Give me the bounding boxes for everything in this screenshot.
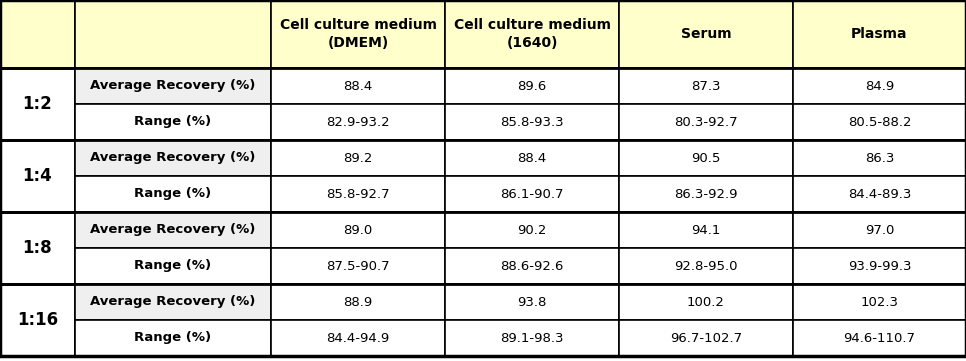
Bar xyxy=(619,68,793,104)
Text: 80.3-92.7: 80.3-92.7 xyxy=(674,116,738,129)
Text: 1:8: 1:8 xyxy=(22,239,52,257)
Bar xyxy=(445,284,619,320)
Text: 90.2: 90.2 xyxy=(518,223,547,236)
Text: 96.7-102.7: 96.7-102.7 xyxy=(670,331,742,344)
Text: 92.8-95.0: 92.8-95.0 xyxy=(674,260,738,273)
Text: 84.4-89.3: 84.4-89.3 xyxy=(848,187,911,200)
Bar xyxy=(445,68,619,104)
Bar xyxy=(793,140,966,176)
Bar xyxy=(793,68,966,104)
Text: 86.3-92.9: 86.3-92.9 xyxy=(674,187,738,200)
Text: 86.1-90.7: 86.1-90.7 xyxy=(500,187,564,200)
Text: 1:4: 1:4 xyxy=(22,167,52,185)
Text: 93.8: 93.8 xyxy=(518,296,547,309)
Text: Plasma: Plasma xyxy=(851,27,908,41)
Text: Average Recovery (%): Average Recovery (%) xyxy=(90,296,256,309)
Text: 88.4: 88.4 xyxy=(343,79,373,92)
Bar xyxy=(445,0,619,68)
Bar xyxy=(0,284,75,356)
Bar xyxy=(793,176,966,212)
Text: 93.9-99.3: 93.9-99.3 xyxy=(848,260,911,273)
Bar xyxy=(271,212,445,248)
Text: Cell culture medium
(1640): Cell culture medium (1640) xyxy=(453,18,611,50)
Text: 85.8-92.7: 85.8-92.7 xyxy=(327,187,390,200)
Bar xyxy=(619,212,793,248)
Text: 94.6-110.7: 94.6-110.7 xyxy=(843,331,916,344)
Bar xyxy=(793,0,966,68)
Bar xyxy=(619,320,793,356)
Bar xyxy=(445,320,619,356)
Text: 85.8-93.3: 85.8-93.3 xyxy=(500,116,564,129)
Bar xyxy=(619,248,793,284)
Text: 80.5-88.2: 80.5-88.2 xyxy=(848,116,911,129)
Bar xyxy=(75,320,271,356)
Bar xyxy=(75,248,271,284)
Text: Cell culture medium
(DMEM): Cell culture medium (DMEM) xyxy=(279,18,437,50)
Bar xyxy=(619,104,793,140)
Text: Range (%): Range (%) xyxy=(134,116,212,129)
Bar xyxy=(75,104,271,140)
Text: 88.6-92.6: 88.6-92.6 xyxy=(500,260,564,273)
Text: 89.0: 89.0 xyxy=(343,223,373,236)
Bar xyxy=(271,104,445,140)
Text: Range (%): Range (%) xyxy=(134,187,212,200)
Text: 102.3: 102.3 xyxy=(861,296,898,309)
Text: 89.2: 89.2 xyxy=(343,152,373,165)
Bar xyxy=(0,140,75,212)
Text: 87.3: 87.3 xyxy=(692,79,721,92)
Text: 88.9: 88.9 xyxy=(343,296,373,309)
Bar xyxy=(271,68,445,104)
Bar xyxy=(445,104,619,140)
Bar xyxy=(0,0,75,68)
Text: 87.5-90.7: 87.5-90.7 xyxy=(327,260,390,273)
Text: 89.1-98.3: 89.1-98.3 xyxy=(500,331,564,344)
Bar xyxy=(793,104,966,140)
Text: Range (%): Range (%) xyxy=(134,331,212,344)
Text: Average Recovery (%): Average Recovery (%) xyxy=(90,79,256,92)
Bar xyxy=(75,212,271,248)
Text: Range (%): Range (%) xyxy=(134,260,212,273)
Bar xyxy=(75,0,271,68)
Text: 89.6: 89.6 xyxy=(518,79,547,92)
Bar xyxy=(271,248,445,284)
Bar xyxy=(793,284,966,320)
Bar xyxy=(271,320,445,356)
Bar xyxy=(619,0,793,68)
Bar xyxy=(75,140,271,176)
Text: 100.2: 100.2 xyxy=(687,296,724,309)
Text: 84.4-94.9: 84.4-94.9 xyxy=(327,331,389,344)
Text: Average Recovery (%): Average Recovery (%) xyxy=(90,223,256,236)
Bar xyxy=(271,176,445,212)
Bar xyxy=(271,140,445,176)
Bar xyxy=(271,284,445,320)
Bar xyxy=(445,140,619,176)
Bar xyxy=(0,68,75,140)
Text: 82.9-93.2: 82.9-93.2 xyxy=(327,116,390,129)
Bar xyxy=(75,68,271,104)
Text: 97.0: 97.0 xyxy=(865,223,895,236)
Text: 1:16: 1:16 xyxy=(17,311,58,329)
Bar xyxy=(445,248,619,284)
Bar xyxy=(619,284,793,320)
Text: 84.9: 84.9 xyxy=(865,79,895,92)
Bar xyxy=(619,176,793,212)
Bar xyxy=(793,212,966,248)
Bar xyxy=(445,176,619,212)
Bar xyxy=(271,0,445,68)
Bar xyxy=(445,212,619,248)
Text: 90.5: 90.5 xyxy=(692,152,721,165)
Text: 94.1: 94.1 xyxy=(692,223,721,236)
Text: 86.3: 86.3 xyxy=(865,152,895,165)
Bar xyxy=(619,140,793,176)
Bar xyxy=(0,212,75,284)
Text: Average Recovery (%): Average Recovery (%) xyxy=(90,152,256,165)
Bar xyxy=(75,284,271,320)
Bar xyxy=(75,176,271,212)
Text: Serum: Serum xyxy=(681,27,731,41)
Text: 88.4: 88.4 xyxy=(518,152,547,165)
Text: 1:2: 1:2 xyxy=(22,95,52,113)
Bar xyxy=(793,320,966,356)
Bar xyxy=(793,248,966,284)
